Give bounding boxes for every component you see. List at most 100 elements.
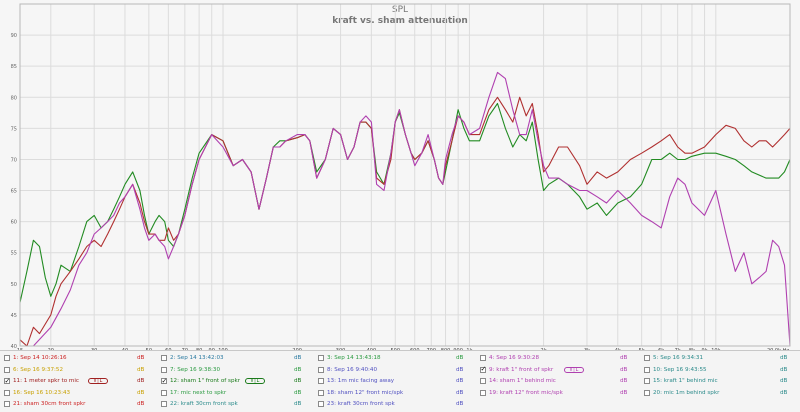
x-tick-label: 900 [453, 348, 463, 350]
legend-unit: dB [780, 378, 788, 384]
legend-checkbox[interactable] [480, 378, 486, 384]
legend-item[interactable]: 15: kraft 1" behind mic dB [640, 376, 800, 387]
x-tick-label: 2k [541, 348, 547, 350]
plot-background [0, 0, 800, 350]
legend-checkbox[interactable] [318, 401, 324, 407]
legend-item[interactable]: 3: Sep 14 13:43:18 dB [314, 353, 476, 364]
legend-unit: dB [294, 401, 302, 407]
legend-label: 13: 1m mic facing away [327, 378, 395, 384]
legend-item[interactable]: 16: Sep 16 10:23:43 dB [0, 388, 157, 399]
y-tick-label: 90 [11, 33, 17, 39]
legend-checkbox[interactable] [644, 389, 650, 396]
legend-view-badge[interactable]: V|L [564, 366, 584, 373]
legend-item[interactable]: 5: Sep 16 9:34:31 dB [640, 353, 800, 364]
legend-unit: dB [620, 366, 628, 373]
legend-checkbox[interactable] [318, 366, 324, 373]
legend-checkbox[interactable] [480, 389, 486, 396]
legend-label: 15: kraft 1" behind mic [653, 378, 718, 384]
legend-label: 9: kraft 1" front of spkr [489, 366, 554, 373]
x-tick-label: 700 [426, 348, 436, 350]
legend-label: 18: sham 12" front mic/spk [327, 389, 404, 396]
x-tick-label: 1k [466, 348, 472, 350]
y-tick-label: 85 [11, 64, 17, 70]
x-tick-label: 20.0k Hz [767, 348, 789, 350]
legend-checkbox[interactable] [4, 366, 10, 373]
y-tick-label: 75 [11, 126, 17, 132]
legend-label: 20: mic 1m behind spkr [653, 389, 720, 396]
legend-checkbox[interactable] [161, 355, 167, 361]
x-tick-label: 9k [702, 348, 708, 350]
series-line-3 [20, 71, 791, 347]
legend-unit: dB [137, 378, 145, 384]
legend-item[interactable]: 11: 1 meter spkr to mic V|L dB [0, 376, 157, 387]
x-tick-label: 40 [122, 348, 128, 350]
legend-item[interactable]: 22: kraft 30cm front spk dB [157, 399, 314, 410]
legend-checkbox[interactable] [480, 364, 486, 375]
legend-label: 17: mic next to spkr [170, 389, 227, 396]
legend-item[interactable]: 13: 1m mic facing away dB [314, 376, 476, 387]
legend-checkbox[interactable] [161, 376, 167, 387]
legend-item[interactable]: 2: Sep 14 13:42:03 dB [157, 353, 314, 364]
legend-checkbox[interactable] [318, 378, 324, 384]
legend-label: 7: Sep 16 9:38:30 [170, 366, 221, 373]
x-tick-label: 70 [182, 348, 188, 350]
legend-checkbox[interactable] [4, 355, 10, 361]
legend-item[interactable]: 1: Sep 14 10:26:16 dB [0, 353, 157, 364]
legend-checkbox[interactable] [161, 366, 167, 373]
legend-unit: dB [137, 355, 145, 361]
legend-view-badge[interactable]: V|L [88, 378, 108, 384]
legend-item[interactable]: 14: sham 1" behind mic dB [476, 376, 640, 387]
legend-item[interactable]: 9: kraft 1" front of spkr V|L dB [476, 364, 640, 376]
y-tick-label: 50 [11, 282, 17, 288]
y-tick-label: 80 [11, 95, 17, 101]
legend-checkbox[interactable] [4, 401, 10, 407]
legend-label: 19: kraft 12" front mic/spk [489, 389, 563, 396]
series-lines [19, 71, 791, 347]
legend-row: 6: Sep 16 9:37:52 dB 7: Sep 16 9:38:30 dB 8:… [0, 364, 800, 376]
legend-item[interactable]: 17: mic next to spkr dB [157, 388, 314, 399]
legend-checkbox[interactable] [644, 355, 650, 361]
legend-checkbox[interactable] [4, 389, 10, 396]
legend-item[interactable]: 4: Sep 16 9:30:28 dB [476, 353, 640, 364]
legend-label: 22: kraft 30cm front spk [170, 401, 238, 407]
x-tick-label: 60 [165, 348, 171, 350]
legend-item[interactable]: 7: Sep 16 9:38:30 dB [157, 365, 314, 376]
legend-checkbox[interactable] [161, 389, 167, 396]
legend-unit: dB [456, 401, 464, 407]
y-axis-ticks: 40 45 50 55 60 65 70 75 80 85 90 [11, 33, 17, 350]
y-tick-label: 70 [11, 157, 17, 163]
legend-item[interactable]: 20: mic 1m behind spkr dB [640, 388, 800, 399]
legend-label: 6: Sep 16 9:37:52 [13, 366, 64, 373]
x-tick-label: 8k [689, 348, 695, 350]
legend-unit: dB [620, 378, 628, 384]
x-tick-label: 5k [639, 348, 645, 350]
legend-checkbox[interactable] [644, 366, 650, 373]
legend-unit: dB [620, 355, 628, 361]
legend-unit: dB [620, 389, 628, 396]
legend-checkbox[interactable] [161, 401, 167, 407]
legend-view-badge[interactable]: V|L [245, 378, 265, 384]
legend-item[interactable]: 23: kraft 30cm front spk dB [314, 399, 476, 410]
legend-label: 21: sham 30cm front spkr [13, 401, 86, 407]
legend-label: 10: Sep 16 9:43:55 [653, 366, 707, 373]
legend-item[interactable]: 12: sham 1" front of spkr V|L dB [157, 376, 314, 387]
legend-checkbox[interactable] [480, 355, 486, 361]
x-tick-label: 7k [675, 348, 681, 350]
legend-checkbox[interactable] [4, 376, 10, 387]
legend-label: 1: Sep 14 10:26:16 [13, 355, 67, 361]
y-tick-label: 40 [11, 344, 17, 350]
legend-item[interactable]: 6: Sep 16 9:37:52 dB [0, 365, 157, 376]
legend-item[interactable]: 18: sham 12" front mic/spk dB [314, 388, 476, 399]
legend-checkbox[interactable] [318, 389, 324, 396]
legend-label: 23: kraft 30cm front spk [327, 401, 395, 407]
y-tick-label: 60 [11, 220, 17, 226]
legend-checkbox[interactable] [318, 355, 324, 361]
chart-title: SPL [392, 5, 408, 15]
legend-item[interactable]: 21: sham 30cm front spkr dB [0, 399, 157, 410]
legend-unit: dB [294, 389, 302, 396]
legend-item[interactable]: 10: Sep 16 9:43:55 dB [640, 365, 800, 376]
x-tick-label: 6k [658, 348, 664, 350]
legend-checkbox[interactable] [644, 378, 650, 384]
legend-item[interactable]: 19: kraft 12" front mic/spk dB [476, 388, 640, 399]
legend-item[interactable]: 8: Sep 16 9:40:40 dB [314, 365, 476, 376]
